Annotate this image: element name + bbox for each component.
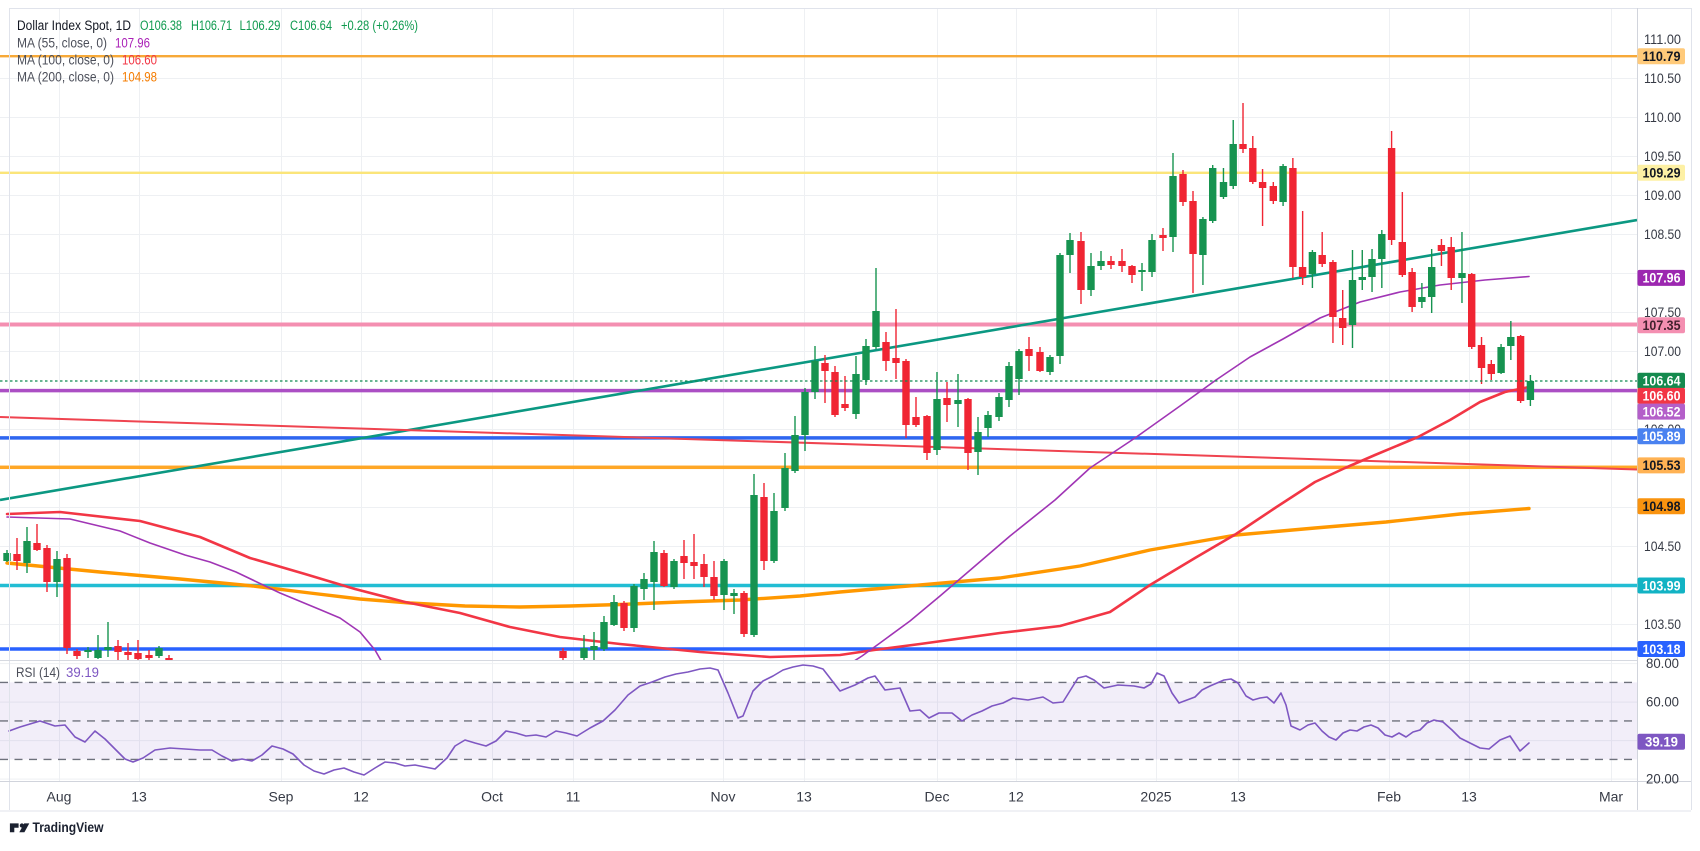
svg-text:106.60: 106.60 [1643,389,1681,404]
svg-text:L106.29: L106.29 [240,18,281,33]
svg-text:107.96: 107.96 [115,36,150,51]
svg-text:104.98: 104.98 [122,70,157,85]
svg-text:104.98: 104.98 [1643,499,1681,514]
svg-text:105.89: 105.89 [1643,429,1681,444]
svg-text:107.96: 107.96 [1643,271,1681,286]
svg-text:TradingView: TradingView [33,819,104,835]
svg-text:Oct: Oct [481,789,503,805]
svg-text:2025: 2025 [1140,789,1171,805]
svg-text:106.64: 106.64 [1643,374,1681,389]
svg-text:110.00: 110.00 [1644,110,1681,125]
svg-text:107.00: 107.00 [1644,344,1681,359]
svg-text:80.00: 80.00 [1646,656,1679,671]
svg-text:13: 13 [796,789,812,805]
svg-text:Feb: Feb [1377,789,1401,805]
svg-text:107.50: 107.50 [1644,305,1681,320]
svg-text:104.50: 104.50 [1644,539,1681,554]
svg-text:111.00: 111.00 [1644,32,1681,47]
svg-text:MA (55, close, 0): MA (55, close, 0) [17,36,107,51]
svg-text:110.79: 110.79 [1643,49,1681,64]
svg-text:109.50: 109.50 [1644,149,1681,164]
svg-text:106.60: 106.60 [122,53,157,68]
svg-text:103.18: 103.18 [1643,642,1681,657]
svg-text:20.00: 20.00 [1646,771,1679,786]
svg-text:109.29: 109.29 [1643,166,1681,181]
svg-text:106.52: 106.52 [1643,404,1681,419]
svg-text:H106.71: H106.71 [191,18,232,33]
svg-text:13: 13 [1461,789,1477,805]
svg-text:Mar: Mar [1599,789,1623,805]
svg-text:Dec: Dec [925,789,950,805]
svg-text:O106.38: O106.38 [140,18,182,33]
svg-text:C106.64: C106.64 [290,18,332,33]
svg-text:Dollar Index Spot, 1D: Dollar Index Spot, 1D [17,18,131,33]
svg-text:39.19: 39.19 [1645,735,1678,750]
svg-text:108.50: 108.50 [1644,227,1681,242]
svg-text:110.50: 110.50 [1644,71,1681,86]
svg-text:MA (100, close, 0): MA (100, close, 0) [17,53,114,68]
svg-text:12: 12 [1008,789,1024,805]
svg-text:60.00: 60.00 [1646,694,1679,709]
svg-text:103.99: 103.99 [1643,578,1681,593]
svg-text:Aug: Aug [47,789,72,805]
svg-text:107.35: 107.35 [1643,318,1681,333]
svg-text:109.00: 109.00 [1644,188,1681,203]
svg-text:12: 12 [353,789,369,805]
svg-text:Sep: Sep [269,789,294,805]
svg-text:39.19: 39.19 [66,665,99,680]
svg-text:11: 11 [566,789,581,805]
svg-text:103.50: 103.50 [1644,617,1681,632]
svg-text:+0.28 (+0.26%): +0.28 (+0.26%) [341,18,418,33]
svg-text:Nov: Nov [711,789,736,805]
svg-text:MA (200, close, 0): MA (200, close, 0) [17,70,114,85]
svg-text:13: 13 [131,789,147,805]
svg-text:13: 13 [1230,789,1246,805]
svg-text:105.53: 105.53 [1643,458,1681,473]
svg-text:RSI (14): RSI (14) [16,665,60,680]
